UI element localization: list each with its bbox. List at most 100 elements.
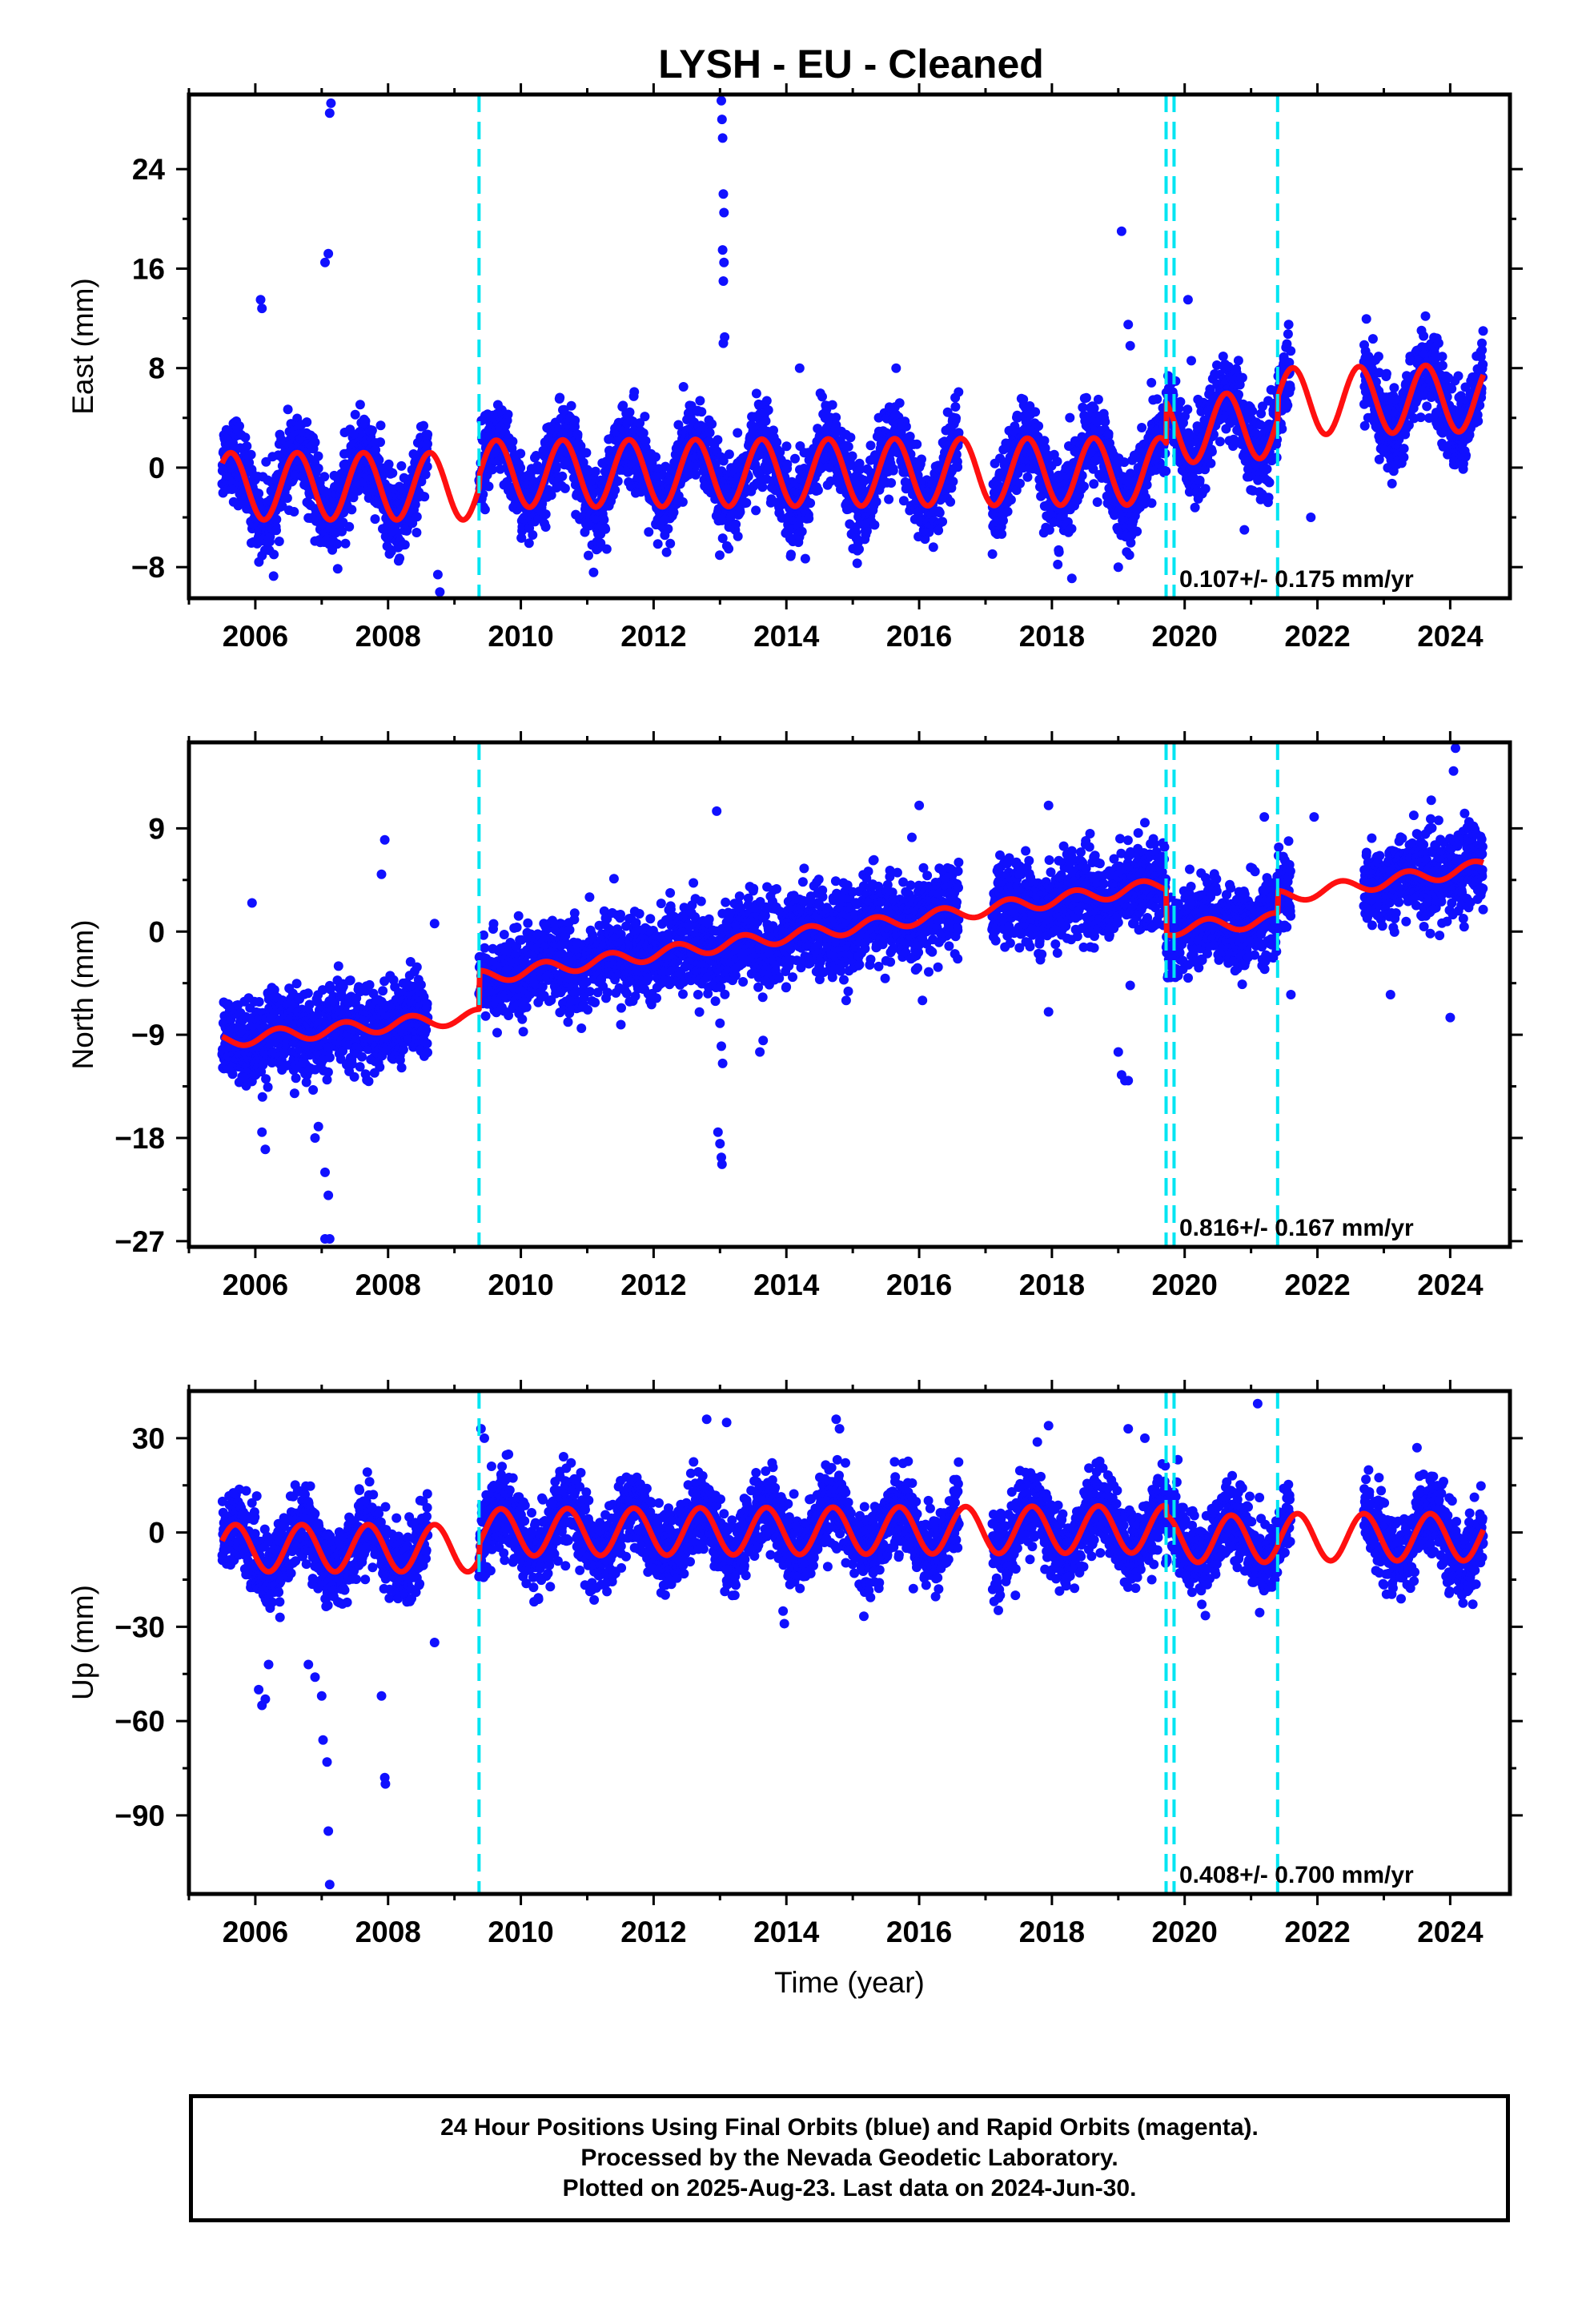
data-point <box>570 416 580 425</box>
data-point <box>370 514 380 525</box>
data-point <box>1146 498 1157 509</box>
data-point <box>332 539 343 549</box>
data-point <box>1161 466 1171 476</box>
data-point <box>340 538 351 549</box>
data-point <box>763 405 773 416</box>
data-point <box>422 461 432 472</box>
data-point <box>271 514 282 525</box>
data-point <box>1006 495 1016 505</box>
data-point <box>566 400 576 411</box>
data-point <box>319 472 330 482</box>
data-point <box>1195 475 1205 485</box>
data-point <box>601 544 612 554</box>
data-point <box>1283 329 1293 340</box>
data-point <box>948 476 958 487</box>
data-point <box>1053 559 1063 569</box>
data-point <box>884 494 894 505</box>
data-point <box>854 544 864 554</box>
data-point <box>751 505 761 516</box>
data-point <box>1015 478 1025 489</box>
data-point <box>1247 406 1258 416</box>
chart-title: LYSH - EU - Cleaned <box>658 42 1044 86</box>
data-point <box>423 439 432 449</box>
data-point <box>596 538 606 549</box>
data-point <box>255 295 266 305</box>
data-point <box>240 432 251 443</box>
data-point <box>268 571 279 581</box>
data-point <box>1022 472 1033 482</box>
data-point <box>360 416 371 426</box>
data-point <box>724 449 734 460</box>
data-point <box>1190 502 1200 513</box>
data-point <box>640 412 650 422</box>
data-point <box>1381 368 1391 379</box>
data-point <box>1079 481 1089 492</box>
data-point <box>410 500 420 510</box>
data-point <box>761 416 771 426</box>
data-point <box>731 519 741 529</box>
data-point <box>419 420 428 431</box>
data-point <box>886 478 897 488</box>
data-point <box>508 436 518 447</box>
data-point <box>383 459 394 469</box>
data-point <box>697 407 707 417</box>
data-point <box>1477 345 1488 356</box>
data-point <box>326 98 336 108</box>
data-point <box>324 108 335 119</box>
data-point <box>1002 506 1013 517</box>
panel-0: 2006 2008 2010 2012 2014 2016 2018 2020 2022 2024… <box>66 83 1523 653</box>
data-point <box>1103 428 1114 439</box>
data-point <box>531 451 541 460</box>
data-point <box>1054 547 1064 557</box>
data-point <box>375 437 385 448</box>
data-point <box>805 498 816 509</box>
data-point <box>934 508 945 518</box>
data-point <box>396 460 407 471</box>
data-point <box>1030 407 1041 417</box>
data-point <box>1420 311 1431 321</box>
data-point <box>516 448 526 459</box>
data-point <box>912 439 922 449</box>
data-point <box>416 476 427 487</box>
data-point <box>320 257 330 267</box>
data-point <box>540 509 551 520</box>
data-point <box>600 524 611 534</box>
data-point <box>1367 334 1378 344</box>
data-point <box>1066 524 1077 534</box>
data-point <box>1207 447 1217 456</box>
data-point <box>612 476 623 486</box>
data-point <box>871 497 881 507</box>
data-point <box>1065 412 1075 423</box>
data-point <box>348 493 359 503</box>
data-point <box>274 537 284 546</box>
data-point <box>782 459 793 469</box>
data-point <box>629 387 640 397</box>
data-point <box>572 429 583 440</box>
data-point <box>652 539 663 549</box>
data-point <box>661 547 672 557</box>
data-point <box>261 456 271 467</box>
data-point <box>590 466 600 476</box>
data-point <box>888 465 898 476</box>
data-point <box>347 505 357 515</box>
data-point <box>1437 352 1447 362</box>
data-point <box>350 409 360 420</box>
data-point <box>1263 493 1274 503</box>
data-point <box>412 512 422 522</box>
data-point <box>386 546 396 557</box>
data-point <box>1093 394 1103 404</box>
data-point <box>1034 421 1044 431</box>
data-point <box>724 544 734 554</box>
data-point <box>235 421 244 431</box>
data-point <box>695 396 705 406</box>
data-point <box>254 489 264 499</box>
data-point <box>480 505 490 515</box>
data-point <box>1387 478 1397 489</box>
data-point <box>540 522 551 532</box>
data-point <box>557 471 568 481</box>
data-point <box>412 528 422 537</box>
data-point <box>1283 320 1294 330</box>
data-point <box>1264 477 1275 488</box>
data-point <box>735 507 745 517</box>
data-point <box>1132 526 1142 537</box>
